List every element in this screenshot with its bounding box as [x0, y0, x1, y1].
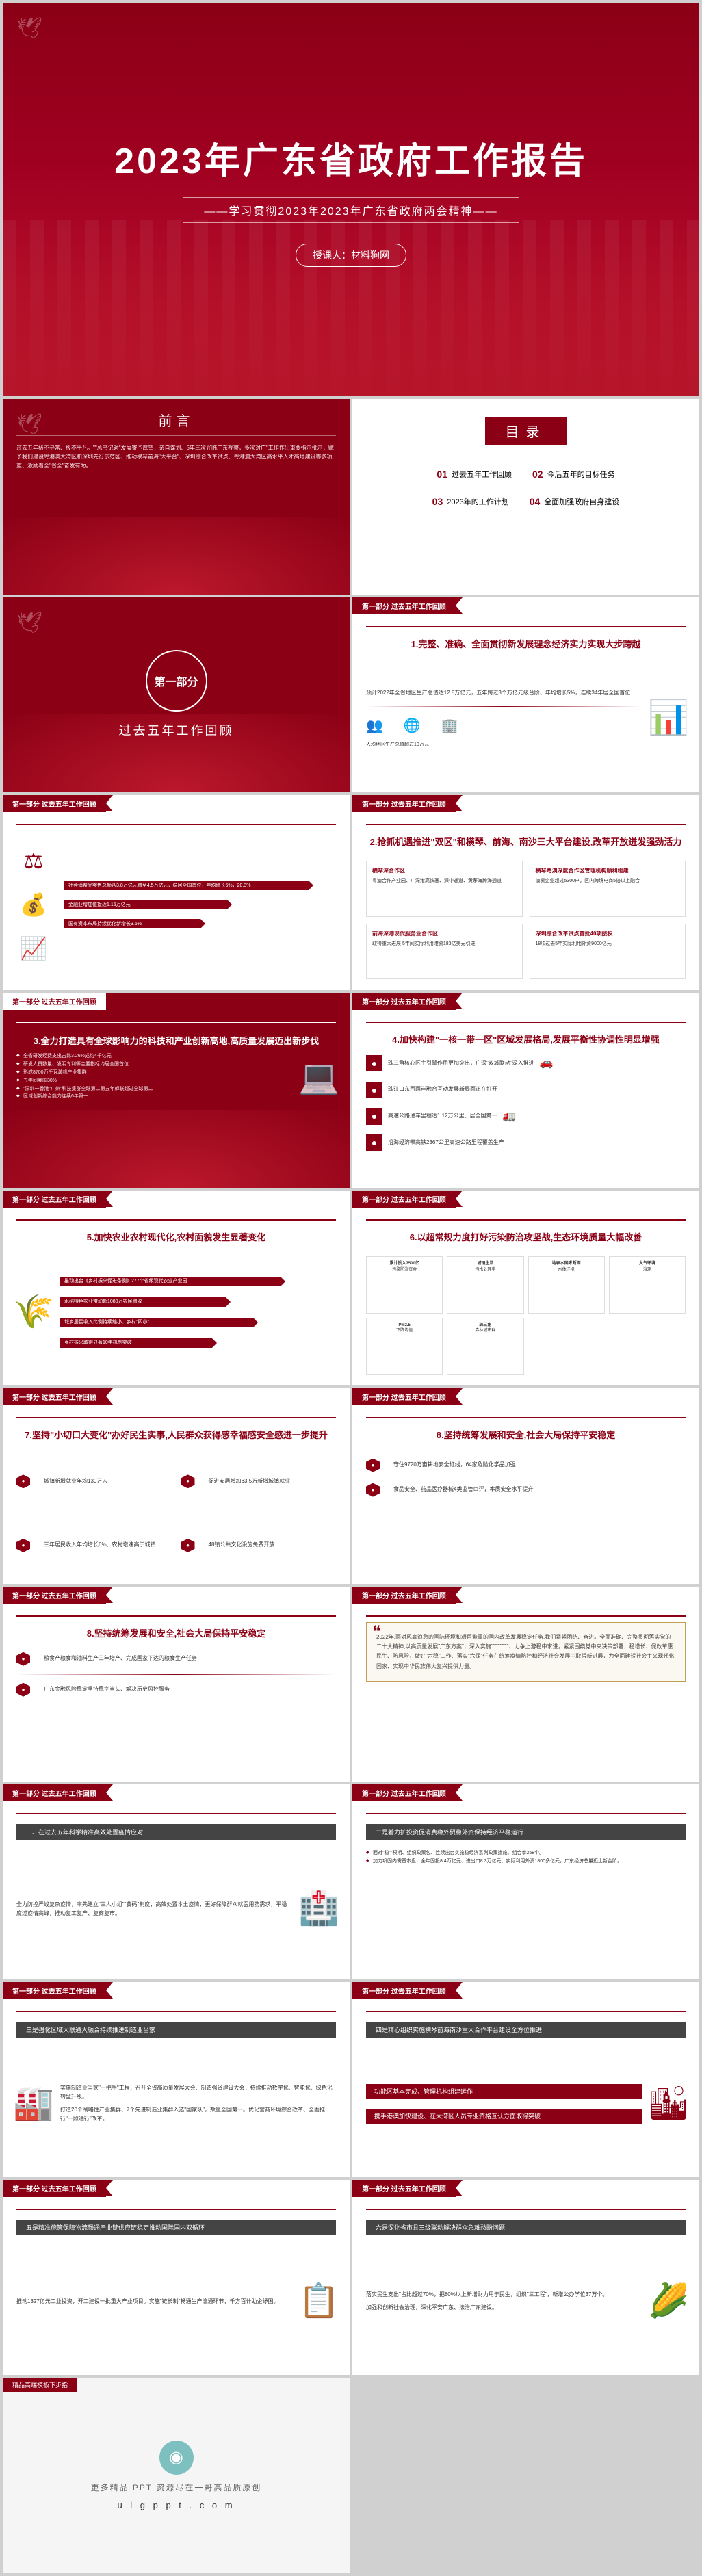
cover-slide: 🕊 2023年广东省政府工作报告 ——学习贯彻2023年2023年广东省政府两会… [3, 3, 699, 396]
toc-slide: 目录 01过去五年工作回顾 02今后五年的目标任务 032023年的工作计划 0… [352, 399, 699, 594]
section-tab: 第一部分 过去五年工作回顾 [352, 1587, 456, 1604]
section-tab: 第一部分 过去五年工作回顾 [3, 795, 106, 812]
coins-icon: 💰 [16, 887, 51, 922]
slide-1-17: 第一部分 过去五年工作回顾 六是深化省市县三级联动解决群众急难愁盼问题 落实民生… [352, 2180, 699, 2375]
slide-title: 1.完整、准确、全面贯彻新发展理念经济实力实现大步跨越 [366, 638, 686, 651]
bird-icon: 🕊 [16, 611, 42, 635]
buildings-icon: 🏙 [651, 2087, 686, 2121]
car-icon: 🚗 [540, 1054, 554, 1072]
slide-1-3: 第一部分 过去五年工作回顾 2.抢抓机遇推进"双区"和横琴、前海、南沙三大平台建… [352, 795, 699, 990]
end-slide: 精品高端模板下步指 ◉ 更多精品 PPT 资源尽在一哥高品质原创 u l g p… [3, 2378, 350, 2573]
section-tab: 第一部分 过去五年工作回顾 [3, 1587, 106, 1604]
slide-1-6: 第一部分 过去五年工作回顾 5.加快农业农村现代化,农村面貌发生显著变化 🌾 推… [3, 1191, 350, 1385]
slide-1-5: 第一部分 过去五年工作回顾 4.加快构建"一核一带一区"区域发展格局,发展平衡性… [352, 993, 699, 1188]
section-tab: 第一部分 过去五年工作回顾 [352, 1388, 456, 1405]
building-icon: 🏢 [441, 715, 458, 737]
slide-1-15: 第一部分 过去五年工作回顾 四是精心组织实施横琴前海南沙重大合作平台建设全方位推… [352, 1982, 699, 2177]
slide-1-1: 第一部分 过去五年工作回顾 1.完整、准确、全面贯彻新发展理念经济实力实现大步跨… [352, 597, 699, 792]
cover-subtitle: ——学习贯彻2023年2023年广东省政府两会精神—— [183, 197, 518, 223]
slide-1-2: 第一部分 过去五年工作回顾 ⚖ 💰 📈 社会消费品零售总额从3.8万亿元增至4.… [3, 795, 350, 990]
slide-title: 2.抢抓机遇推进"双区"和横琴、前海、南沙三大平台建设,改革开放迸发强劲活力 [366, 836, 686, 848]
slide-1-8: 第一部分 过去五年工作回顾 7.坚持"小切口大变化"办好民生实事,人民群众获得感… [3, 1388, 350, 1583]
section-tab: 第一部分 过去五年工作回顾 [3, 1784, 106, 1801]
slide-1-7: 第一部分 过去五年工作回顾 6.以超常规力度打好污染防治攻坚战,生态环境质量大幅… [352, 1191, 699, 1385]
dot-icon: ● [366, 1055, 382, 1071]
section-tab: 第一部分 过去五年工作回顾 [3, 1191, 106, 1208]
toc-heading: 目录 [485, 417, 567, 445]
document-icon: 📋 [302, 2285, 336, 2319]
slide-1-16: 第一部分 过去五年工作回顾 五是精准施策保障物流畅通产业链供应链稳定推动国际国内… [3, 2180, 350, 2375]
section-tab: 第一部分 过去五年工作回顾 [3, 993, 106, 1010]
slide-1-14: 第一部分 过去五年工作回顾 三是强化区域大联通大融合持续推进制造业当家 🏭 实施… [3, 1982, 350, 2177]
part1-divider: 🕊 第一部分 过去五年工作回顾 [3, 597, 350, 792]
globe-icon: 🌐 [404, 715, 421, 737]
slide-1-13: 第一部分 过去五年工作回顾 二是着力扩投资促消费稳外贸稳外资保持经济平稳运行 面… [352, 1784, 699, 1979]
section-tab: 第一部分 过去五年工作回顾 [3, 1388, 106, 1405]
wheat-icon: 🌾 [16, 1295, 51, 1329]
chart-icon: 📊 [651, 701, 686, 736]
slide-1-4: 第一部分 过去五年工作回顾 3.全力打造具有全球影响力的科技和产业创新高地,高质… [3, 993, 350, 1188]
section-tab: 第一部分 过去五年工作回顾 [352, 1784, 456, 1801]
section-tab: 第一部分 过去五年工作回顾 [352, 2180, 456, 2197]
section-tab: 第一部分 过去五年工作回顾 [352, 993, 456, 1010]
section-tab: 第一部分 过去五年工作回顾 [352, 597, 456, 614]
truck-icon: 🚛 [503, 1108, 517, 1126]
scale-icon: ⚖ [16, 844, 51, 878]
preface-slide: 🕊 前言 过去五年极不寻常、极不平凡。""总书记对"发展寄予厚望，亲自谋划、5年… [3, 399, 350, 594]
slide-1-12: 第一部分 过去五年工作回顾 一、在过去五年科学精准高效处置疫情应对 全力防控严峻… [3, 1784, 350, 1979]
part-title: 过去五年工作回顾 [119, 721, 234, 739]
slide-1-9: 第一部分 过去五年工作回顾 8.坚持统筹发展和安全,社会大局保持平安稳定 ●守住… [352, 1388, 699, 1583]
bird-icon: 🕊 [16, 16, 42, 40]
people-icon: 👥 [366, 715, 383, 737]
part-circle: 第一部分 [146, 650, 207, 712]
chart-icon: 📈 [16, 931, 51, 965]
corn-icon: 🌽 [651, 2285, 686, 2319]
section-tab: 第一部分 过去五年工作回顾 [3, 2180, 106, 2197]
medical-icon: 🏥 [302, 1892, 336, 1927]
factory-icon: 🏭 [16, 2087, 51, 2121]
section-tab: 第一部分 过去五年工作回顾 [352, 1982, 456, 1999]
section-tab: 第一部分 过去五年工作回顾 [352, 1191, 456, 1208]
bird-icon: 🕊 [16, 413, 42, 437]
tech-icon: 💻 [302, 1060, 336, 1094]
slide-1-10: 第一部分 过去五年工作回顾 8.坚持统筹发展和安全,社会大局保持平安稳定 ●粮食… [3, 1587, 350, 1782]
slide-1-11: 第一部分 过去五年工作回顾 2022年,面对风高浪急的国际环境和艰巨繁重的国内改… [352, 1587, 699, 1782]
cover-title: 2023年广东省政府工作报告 [114, 132, 588, 183]
section-tab: 第一部分 过去五年工作回顾 [3, 1982, 106, 1999]
preface-heading: 前言 [16, 410, 336, 436]
presenter-pill: 授课人：材料狗网 [296, 244, 406, 267]
logo-icon: ◉ [159, 2441, 194, 2475]
section-tab: 第一部分 过去五年工作回顾 [352, 795, 456, 812]
preface-text: 过去五年极不寻常、极不平凡。""总书记对"发展寄予厚望，亲自谋划、5年三次光临广… [16, 444, 336, 583]
quote-box: 2022年,面对风高浪急的国际环境和艰巨繁重的国内改革发展稳定任务,我们紧紧团结… [366, 1622, 686, 1682]
